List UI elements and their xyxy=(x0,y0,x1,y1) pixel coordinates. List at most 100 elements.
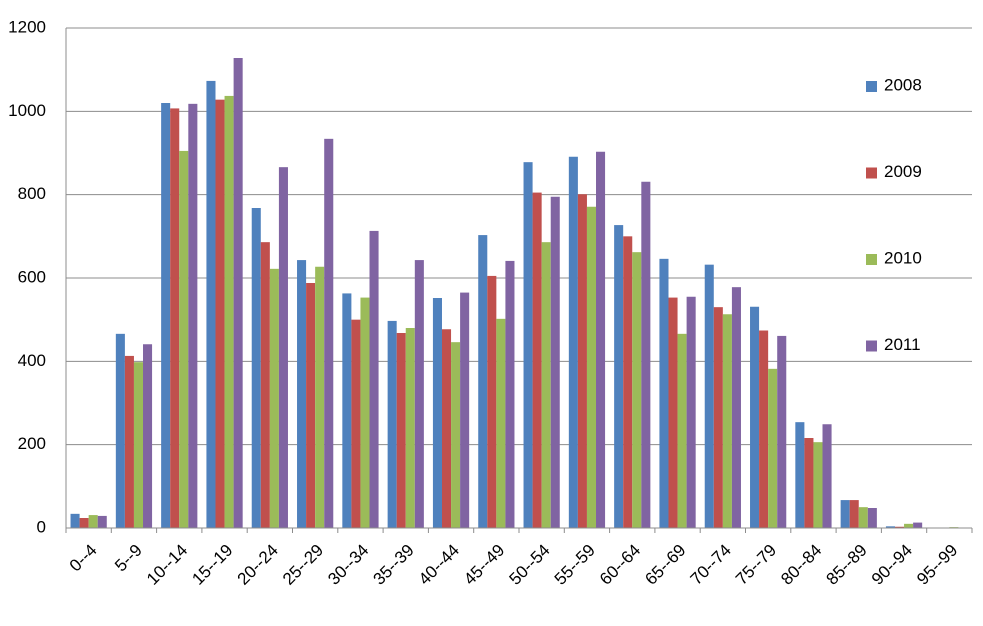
bar xyxy=(704,264,714,528)
bar xyxy=(342,293,352,528)
bar xyxy=(659,258,669,528)
x-tick-label: 5--9 xyxy=(111,541,146,576)
bar xyxy=(324,138,334,529)
bar xyxy=(215,99,225,529)
y-tick-label: 400 xyxy=(18,351,46,370)
bar xyxy=(550,196,560,528)
bar xyxy=(840,500,850,528)
legend-swatch xyxy=(866,167,877,179)
legend-label: 2010 xyxy=(884,248,922,267)
bar xyxy=(849,500,859,528)
bar xyxy=(577,194,587,528)
bar xyxy=(677,333,687,528)
bar xyxy=(451,342,461,528)
legend-swatch xyxy=(866,81,877,92)
legend-swatch xyxy=(866,340,877,352)
bar xyxy=(904,523,914,528)
bar xyxy=(206,80,216,529)
bar xyxy=(686,296,696,528)
y-tick-label: 1000 xyxy=(8,101,46,120)
bar xyxy=(143,344,153,528)
bar xyxy=(278,167,288,528)
bar xyxy=(233,58,243,528)
bar xyxy=(170,108,180,529)
y-tick-label: 200 xyxy=(18,434,46,453)
bar xyxy=(360,297,370,528)
bar xyxy=(614,225,624,529)
bar xyxy=(713,307,723,528)
bar xyxy=(432,298,442,528)
bar xyxy=(750,306,760,528)
x-tick-label: 15--19 xyxy=(188,541,236,589)
x-tick-label: 90--94 xyxy=(868,541,916,589)
x-tick-label: 30--34 xyxy=(324,541,372,589)
bar xyxy=(541,242,551,528)
x-tick-label: 0--4 xyxy=(66,541,101,576)
bar xyxy=(777,335,787,528)
bar xyxy=(623,236,633,529)
x-tick-label: 75--79 xyxy=(732,541,780,589)
x-tick-label: 95--99 xyxy=(913,541,961,589)
x-tick-label: 60--64 xyxy=(596,541,644,589)
bar xyxy=(369,230,379,528)
bar xyxy=(188,103,198,528)
bar xyxy=(768,368,778,528)
bar xyxy=(269,268,279,528)
y-tick-label: 600 xyxy=(18,267,46,286)
bar xyxy=(496,318,506,528)
x-tick-label: 65--69 xyxy=(641,541,689,589)
bar xyxy=(885,526,895,528)
bar xyxy=(297,260,307,528)
bar xyxy=(568,156,578,528)
y-tick-label: 1200 xyxy=(8,17,46,36)
bar xyxy=(351,319,361,528)
x-tick-label: 85--89 xyxy=(823,541,871,589)
x-tick-label: 70--74 xyxy=(687,541,735,589)
x-tick-label: 20--24 xyxy=(234,541,282,589)
legend-label: 2008 xyxy=(884,75,922,94)
bar xyxy=(532,192,542,529)
bar xyxy=(161,103,171,528)
bar xyxy=(804,438,814,528)
bar xyxy=(441,329,452,528)
bar xyxy=(858,507,868,528)
bar xyxy=(813,442,823,528)
legend-swatch xyxy=(866,254,877,265)
legend-label: 2009 xyxy=(884,162,922,181)
bar xyxy=(414,260,424,528)
bar xyxy=(260,242,270,528)
bar xyxy=(115,333,125,528)
bar xyxy=(641,181,651,528)
bar xyxy=(731,287,741,528)
bar xyxy=(867,508,877,528)
bar xyxy=(913,522,923,528)
bar xyxy=(668,297,678,528)
bar xyxy=(88,515,98,528)
x-tick-label: 50--54 xyxy=(505,541,553,589)
bar xyxy=(97,515,107,528)
x-tick-label: 25--29 xyxy=(279,541,327,589)
legend-label: 2011 xyxy=(884,335,921,354)
bar xyxy=(224,95,234,529)
x-tick-label: 10--14 xyxy=(143,541,191,589)
bar xyxy=(133,362,144,528)
bar xyxy=(79,518,89,528)
y-tick-label: 0 xyxy=(37,517,46,536)
y-tick-label: 800 xyxy=(18,184,46,203)
bar xyxy=(124,355,134,528)
bar xyxy=(505,260,515,528)
bar xyxy=(315,266,325,528)
bar xyxy=(722,314,732,528)
bar xyxy=(795,422,805,528)
bar xyxy=(396,333,406,528)
bar xyxy=(487,275,497,528)
bar xyxy=(894,526,905,528)
bar xyxy=(306,283,316,528)
bar xyxy=(387,320,397,528)
bar xyxy=(460,292,470,528)
x-tick-label: 55--59 xyxy=(551,541,599,589)
bar xyxy=(70,513,80,528)
bar xyxy=(179,150,189,528)
bar xyxy=(596,151,606,528)
